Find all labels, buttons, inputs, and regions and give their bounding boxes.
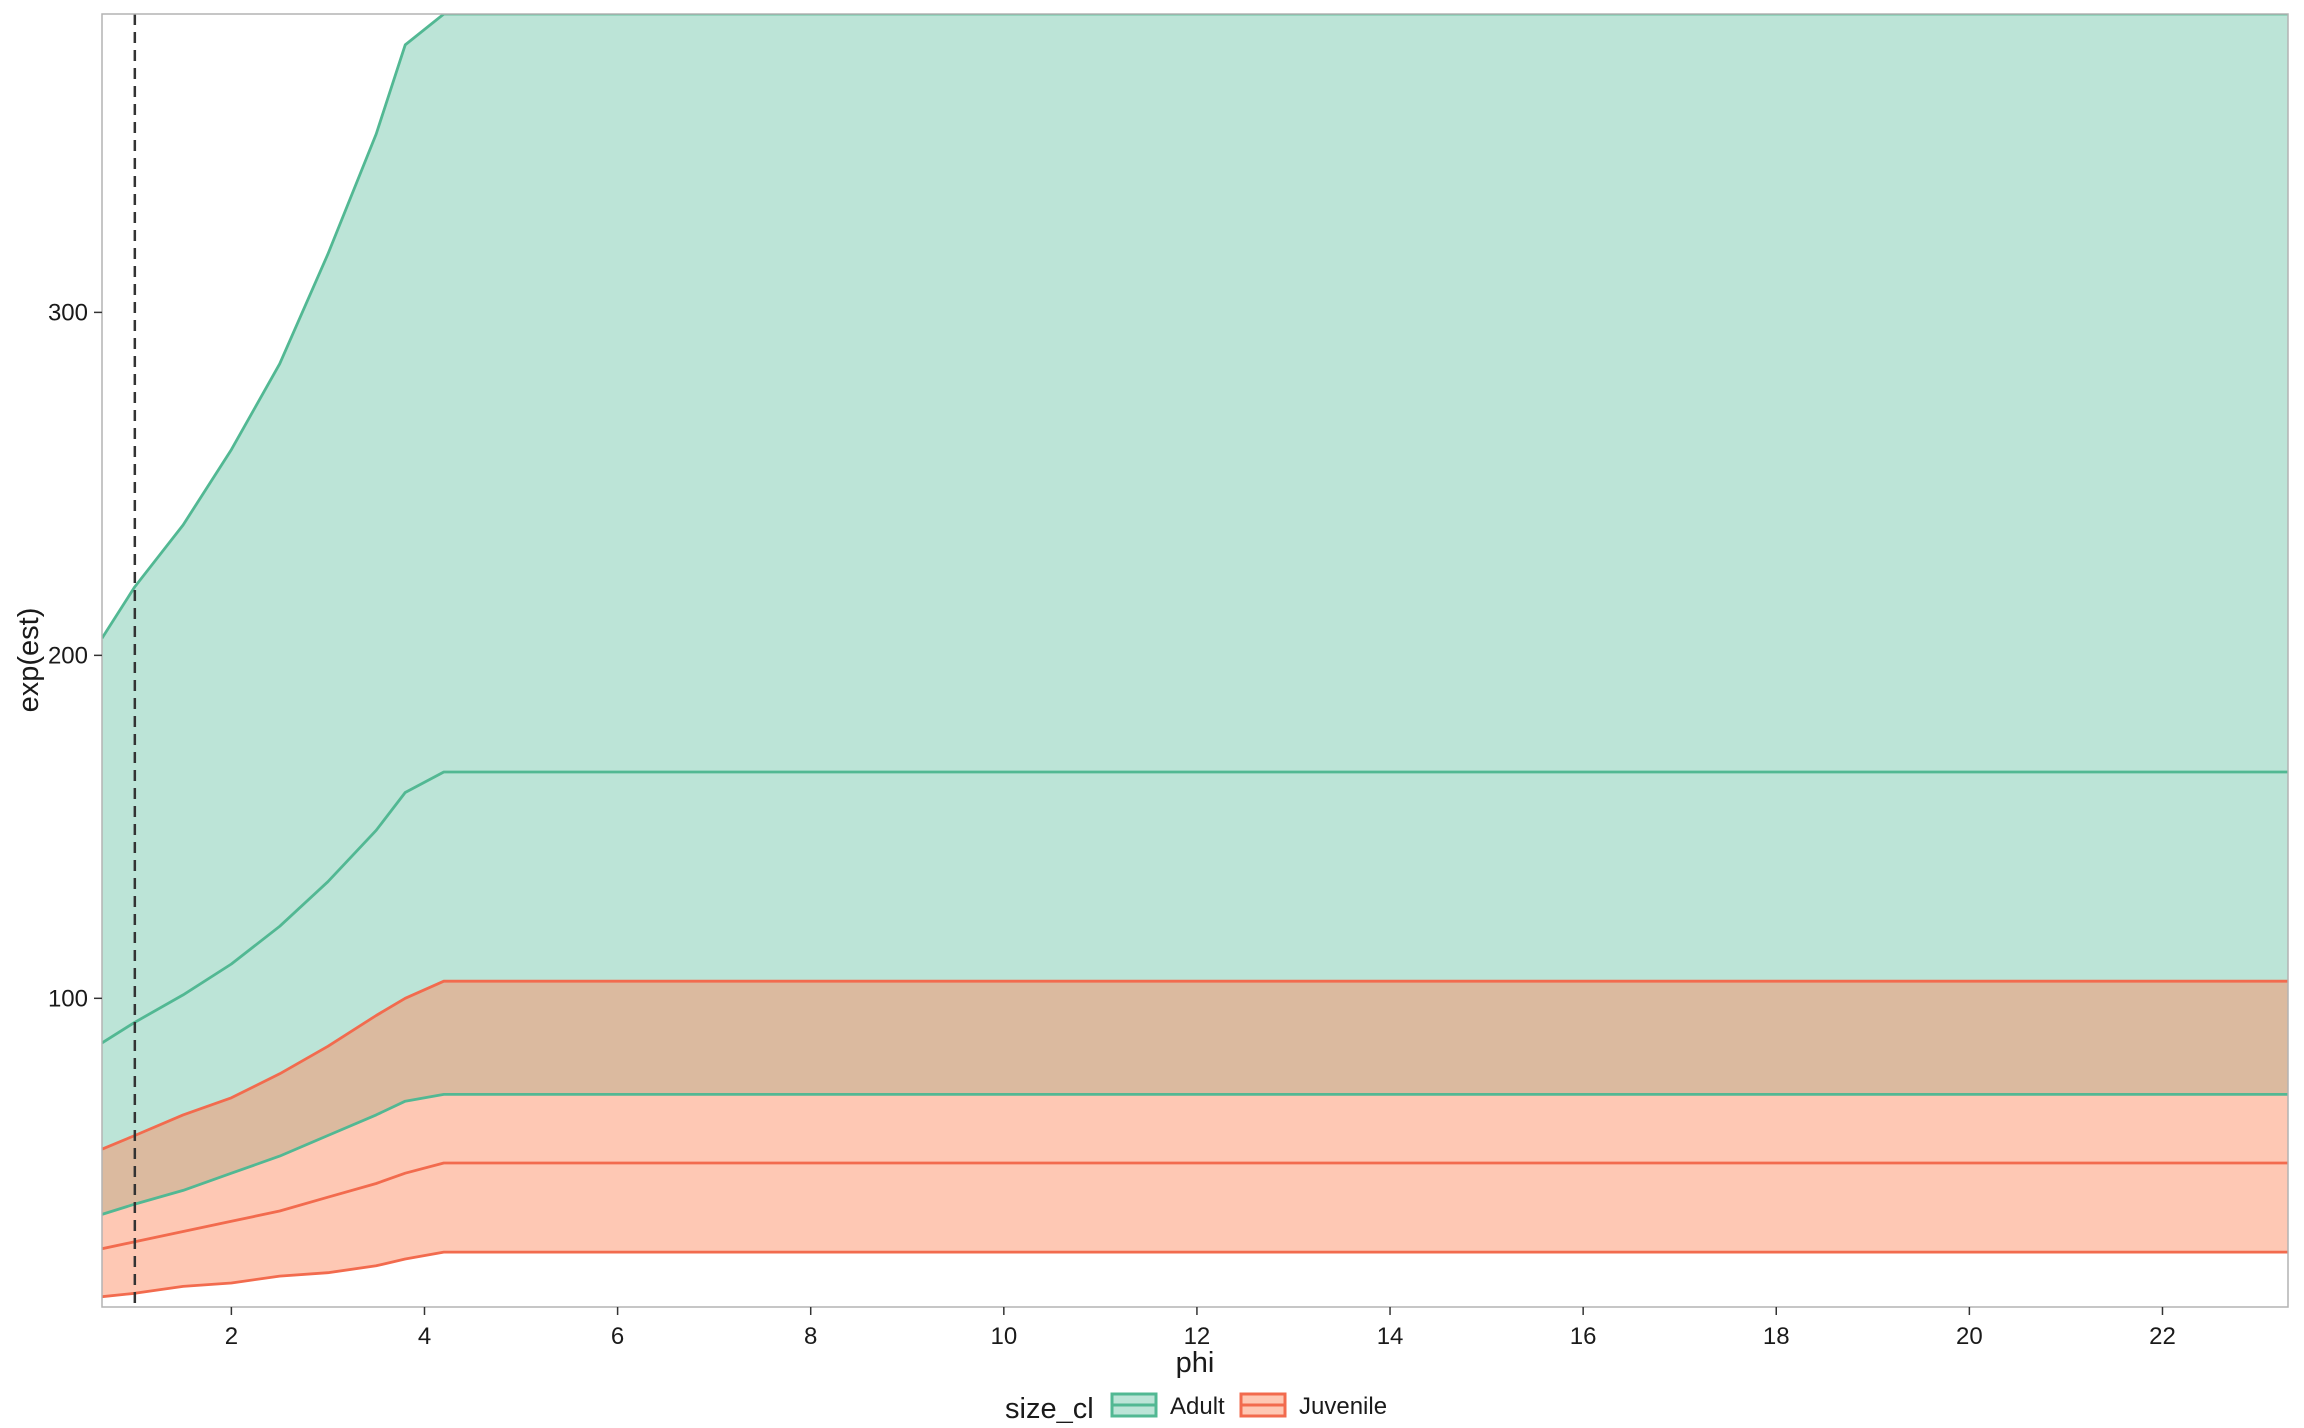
adult-estimate-line — [102, 770, 2288, 1045]
legend-item-adult: Adult — [1110, 1392, 1225, 1420]
x-tick-label: 18 — [1763, 1323, 1790, 1350]
ribbon-juvenile — [102, 981, 2288, 1297]
ribbon-adult — [102, 14, 2288, 1215]
x-tick-label: 6 — [611, 1323, 624, 1350]
juvenile-estimate-line — [102, 1161, 2288, 1251]
x-tick-label: 10 — [990, 1323, 1017, 1350]
x-tick-label: 4 — [418, 1323, 431, 1350]
adult-lower-line — [102, 1093, 2288, 1216]
x-axis-title: phi — [1176, 1347, 1215, 1379]
y-axis-title: exp(est) — [13, 608, 45, 713]
y-tick-label: 300 — [48, 299, 88, 326]
legend-label-adult: Adult — [1170, 1393, 1225, 1420]
adult-upper-line — [102, 14, 2288, 639]
x-tick-label: 2 — [225, 1323, 238, 1350]
legend-label-juvenile: Juvenile — [1299, 1393, 1387, 1420]
x-tick-label: 12 — [1184, 1323, 1211, 1350]
x-tick-label: 8 — [804, 1323, 817, 1350]
x-tick-label: 20 — [1956, 1323, 1983, 1350]
legend: size_cl Adult Juvenile — [1005, 1392, 1387, 1425]
x-tick-label: 14 — [1377, 1323, 1404, 1350]
x-tick-label: 16 — [1570, 1323, 1597, 1350]
juvenile-lower-line — [102, 1250, 2288, 1299]
axes: 2 4 6 8 10 12 14 16 18 20 22 100 200 300 — [48, 299, 2176, 1350]
legend-title: size_cl — [1005, 1393, 1094, 1423]
y-tick-label: 100 — [48, 985, 88, 1012]
y-tick-label: 200 — [48, 642, 88, 669]
juvenile-upper-line — [102, 979, 2288, 1151]
plot-area — [102, 14, 2288, 1307]
panel-border — [101, 13, 2289, 1308]
legend-item-juvenile: Juvenile — [1239, 1392, 1387, 1420]
x-tick-label: 22 — [2149, 1323, 2176, 1350]
